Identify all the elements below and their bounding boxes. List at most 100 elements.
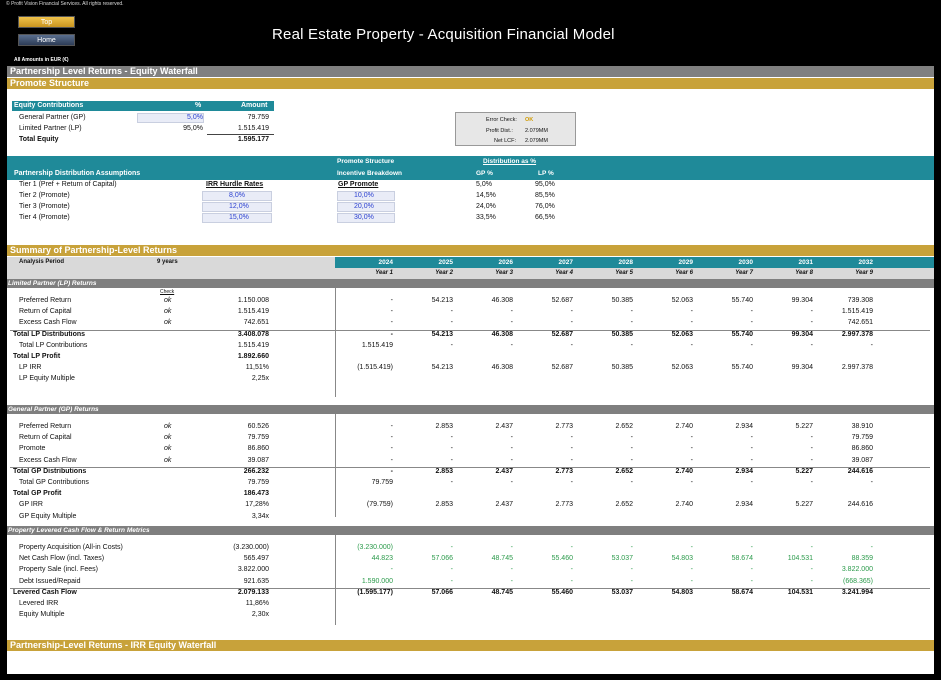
row-value: (79.759) — [366, 501, 393, 509]
row-value: - — [390, 467, 393, 475]
row-value: - — [510, 544, 513, 551]
row-value: 99.304 — [791, 330, 813, 338]
row-value: - — [450, 566, 453, 574]
row-value: 2.652 — [615, 501, 633, 509]
row-check: ok — [164, 319, 172, 327]
row-value: 55.740 — [731, 364, 753, 372]
promote-structure-label: Promote Structure — [337, 158, 395, 165]
row-value: 55.460 — [551, 588, 573, 596]
tier-lp-pct: 95,0% — [535, 181, 555, 188]
row-value: 2.997.378 — [841, 364, 873, 372]
tier-gp-pct: 14,5% — [476, 192, 496, 199]
row-label: Excess Cash Flow — [19, 456, 77, 464]
home-button[interactable]: Home — [18, 34, 75, 46]
row-value: - — [690, 341, 693, 349]
row-value: 2.740 — [675, 423, 693, 430]
row-total: 1.515.419 — [237, 341, 269, 349]
row-total: 86.860 — [247, 445, 269, 453]
check-label: Check — [160, 289, 175, 295]
row-value: - — [690, 319, 693, 327]
row-total: (3.230.000) — [233, 544, 269, 551]
row-value: 2.740 — [675, 501, 693, 509]
tier-label: Tier 3 (Promote) — [19, 203, 70, 210]
row-value: - — [630, 479, 633, 486]
tier-hurdle: 8,0% — [229, 192, 245, 199]
row-total: 1.892.660 — [237, 353, 269, 360]
row-label: Return of Capital — [19, 434, 72, 442]
row-label: Property Sale (incl. Fees) — [19, 566, 98, 574]
row-check: ok — [164, 308, 172, 316]
row-value: - — [810, 544, 813, 551]
row-label: Equity Multiple — [19, 611, 65, 619]
gp-promote-label: GP Promote — [338, 181, 379, 188]
row-value: - — [450, 479, 453, 486]
equity-row-label: Limited Partner (LP) — [19, 125, 82, 132]
row-value: 53.037 — [611, 555, 633, 563]
row-label: Total LP Profit — [13, 353, 61, 360]
row-value: 52.687 — [551, 297, 573, 304]
row-value: 54.803 — [671, 588, 693, 596]
row-value: 57.066 — [431, 555, 453, 563]
row-value: - — [390, 566, 393, 574]
row-value: - — [690, 456, 693, 464]
top-button[interactable]: Top — [18, 16, 75, 28]
error-check-label: Error Check: — [486, 117, 517, 123]
row-value: 54.213 — [431, 330, 453, 338]
row-total: 2,30x — [251, 611, 269, 619]
row-total: 2,25x — [251, 375, 269, 383]
row-total: 266.232 — [243, 467, 269, 475]
row-label: GP Equity Multiple — [19, 512, 77, 520]
year-label: Year 2 — [435, 270, 453, 276]
row-value: 52.063 — [671, 297, 693, 304]
row-label: Promote — [19, 445, 46, 453]
row-value: 88.359 — [851, 555, 873, 563]
grid-divider — [335, 406, 336, 517]
profit-dist-label: Profit Dist.: — [486, 128, 513, 134]
row-value: 1.515.419 — [361, 341, 393, 349]
gp-section-title: General Partner (GP) Returns — [7, 405, 934, 414]
gp-pct-input-cell — [137, 113, 204, 123]
row-value: 79.759 — [851, 434, 873, 442]
row-value: 99.304 — [791, 297, 813, 304]
row-total: 79.759 — [247, 434, 269, 442]
row-value: - — [750, 341, 753, 349]
row-value: 52.687 — [551, 330, 573, 338]
row-label: Levered Cash Flow — [13, 588, 77, 596]
hurdle-input-cell — [202, 202, 272, 212]
row-value: - — [390, 445, 393, 453]
row-total: 3.822.000 — [237, 566, 269, 574]
total-rule — [10, 329, 930, 331]
row-label: Preferred Return — [19, 423, 72, 430]
row-value: - — [450, 544, 453, 551]
row-value: - — [390, 423, 393, 430]
row-value: - — [750, 566, 753, 574]
row-value: 50.385 — [611, 330, 633, 338]
tier-gp-pct: 5,0% — [476, 181, 492, 188]
row-value: 52.063 — [671, 364, 693, 372]
row-value: - — [570, 319, 573, 327]
row-value: 2.934 — [735, 423, 753, 430]
row-value: - — [510, 341, 513, 349]
row-check: ok — [164, 434, 172, 442]
equity-row-label: General Partner (GP) — [19, 114, 86, 121]
row-value: - — [690, 308, 693, 316]
row-value: 99.304 — [791, 364, 813, 372]
summary-band: Summary of Partnership-Level Returns — [7, 245, 934, 256]
row-label: Total LP Contributions — [19, 341, 88, 349]
equity-header-pct: % — [195, 102, 202, 109]
currency-note: All Amounts in EUR (€) — [14, 57, 69, 63]
row-value: - — [570, 577, 573, 585]
row-value: - — [810, 445, 813, 453]
year-header: 2031 — [798, 259, 813, 266]
row-value: - — [630, 341, 633, 349]
row-value: - — [690, 566, 693, 574]
row-value: (668.365) — [843, 577, 873, 585]
row-value: 48.745 — [491, 588, 513, 596]
profit-dist-value: 2.079MM — [525, 128, 548, 134]
row-total: 742.651 — [243, 319, 269, 327]
row-label: Property Acquisition (All-in Costs) — [19, 544, 123, 551]
row-check: ok — [164, 423, 172, 430]
row-value: - — [870, 544, 873, 551]
row-value: (1.595.177) — [357, 588, 393, 596]
row-total: 186.473 — [243, 490, 269, 498]
